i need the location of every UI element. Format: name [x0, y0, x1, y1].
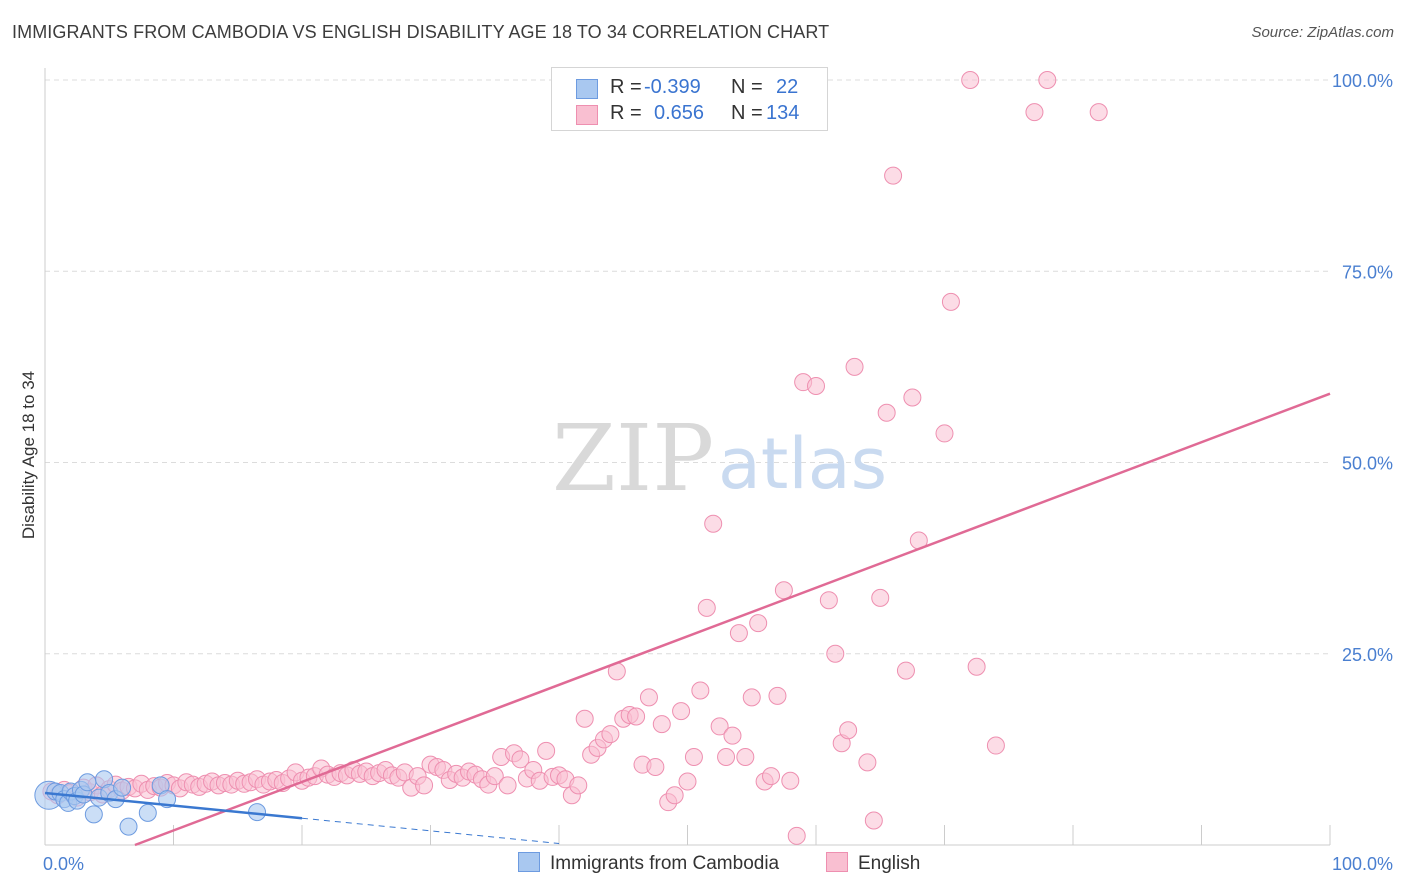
cambodia-trend-line	[44, 791, 303, 820]
x-tick-label: 100.0%	[1332, 854, 1393, 874]
cambodia-point	[119, 817, 138, 836]
english-point	[723, 726, 742, 745]
english-point	[845, 357, 864, 376]
trend-lines	[44, 392, 1331, 847]
english-point	[967, 657, 986, 676]
english-point	[1025, 103, 1044, 122]
english-point	[774, 581, 793, 600]
bottom-legend-cambodia: Immigrants from Cambodia	[518, 852, 779, 875]
english-point	[749, 614, 768, 633]
english-trend-line	[134, 392, 1331, 847]
english-point	[1089, 103, 1108, 122]
english-point	[884, 166, 903, 185]
english-point	[537, 741, 556, 760]
axes	[44, 68, 1331, 846]
cambodia-point	[84, 805, 103, 824]
y-tick-label: 25.0%	[1342, 645, 1393, 665]
legend-swatch-cambodia	[576, 79, 598, 99]
legend-n-value: 134	[766, 102, 800, 124]
y-tick-label: 100.0%	[1332, 71, 1393, 91]
english-point	[819, 591, 838, 610]
y-tick-label: 50.0%	[1342, 454, 1393, 474]
english-point	[415, 776, 434, 795]
english-point	[762, 767, 781, 786]
english-point	[601, 725, 620, 744]
english-point	[511, 750, 530, 769]
english-point	[896, 661, 915, 680]
english-point	[684, 748, 703, 767]
english-point	[935, 424, 954, 443]
english-point	[826, 644, 845, 663]
english-point	[498, 776, 517, 795]
english-point	[781, 771, 800, 790]
legend-n-label: N =	[731, 102, 763, 124]
english-point	[877, 403, 896, 422]
english-point	[485, 767, 504, 786]
y-tick-label: 75.0%	[1342, 262, 1393, 282]
english-point	[858, 753, 877, 772]
english-point	[710, 717, 729, 736]
legend-n-label: N =	[731, 76, 763, 98]
english-point	[652, 715, 671, 734]
cambodia-point	[138, 803, 157, 822]
legend-n-value: 22	[776, 76, 799, 98]
english-point	[575, 709, 594, 728]
bottom-legend-label-cambodia: Immigrants from Cambodia	[550, 853, 780, 874]
legend-r-label: R =	[610, 76, 642, 98]
english-point	[903, 388, 922, 407]
english-point	[717, 748, 736, 767]
cambodia-point	[78, 773, 97, 792]
english-point	[665, 786, 684, 805]
bottom-legend-english: English	[826, 852, 920, 875]
english-point	[871, 588, 890, 607]
bottom-legend-swatch-english	[826, 852, 848, 872]
legend-r-value: -0.399	[644, 76, 701, 98]
english-point	[839, 721, 858, 740]
english-point	[807, 377, 825, 395]
english-point	[691, 681, 710, 700]
english-point	[787, 826, 806, 845]
legend-r-label: R =	[610, 102, 642, 124]
bottom-legend-label-english: English	[858, 853, 921, 874]
english-point	[941, 292, 960, 311]
english-point	[646, 757, 665, 776]
english-point	[639, 688, 658, 707]
english-point	[729, 624, 748, 643]
cambodia-point	[113, 778, 132, 797]
english-point	[704, 514, 723, 533]
english-point	[742, 688, 761, 707]
english-point	[864, 811, 883, 830]
legend-swatch-english	[576, 105, 598, 125]
watermark-atlas: atlas	[718, 423, 887, 505]
legend-r-value: 0.656	[654, 102, 705, 124]
english-point	[1038, 71, 1057, 89]
y-axis-title: Disability Age 18 to 34	[19, 371, 38, 539]
source-label: Source: ZipAtlas.com	[1251, 24, 1394, 41]
english-point	[736, 748, 755, 767]
english-point	[986, 736, 1005, 755]
watermark-zip: ZIP	[552, 405, 714, 512]
series-english	[42, 71, 1108, 845]
english-point	[569, 776, 588, 795]
english-point	[678, 772, 697, 791]
english-point	[672, 702, 691, 721]
english-point	[627, 707, 646, 726]
stats-legend: R = -0.399 N = 22 R = 0.656 N = 134	[551, 67, 828, 131]
grid-lines	[45, 79, 1330, 655]
x-tick-label: 0.0%	[43, 854, 84, 874]
tick-labels: 25.0% 50.0% 75.0% 100.0% 0.0% 100.0%	[43, 71, 1393, 874]
english-point	[697, 598, 716, 617]
chart-title: IMMIGRANTS FROM CAMBODIA VS ENGLISH DISA…	[12, 22, 830, 42]
english-point	[768, 686, 787, 705]
english-point	[961, 71, 980, 89]
bottom-legend-swatch-cambodia	[518, 852, 540, 872]
